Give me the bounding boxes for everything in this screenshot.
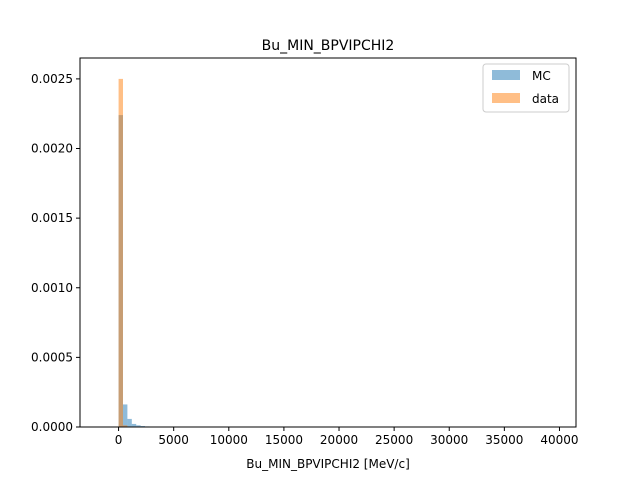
x-axis-label: Bu_MIN_BPVIPCHI2 [MeV/c]: [246, 457, 410, 471]
x-tick-label: 40000: [540, 433, 578, 447]
y-tick-label: 0.0010: [31, 281, 73, 295]
chart-title: Bu_MIN_BPVIPCHI2: [262, 38, 395, 54]
bar-mc-3: [131, 423, 137, 427]
legend-label-data: data: [532, 92, 559, 106]
x-tick-label: 15000: [265, 433, 303, 447]
x-tick-label: 35000: [485, 433, 523, 447]
bar-mc-4: [136, 425, 141, 427]
x-axis-ticks: 0 5000 10000 15000 20000 25000 30000 35000 40000: [115, 427, 579, 447]
x-tick-label: 20000: [320, 433, 358, 447]
bar-mc-2: [127, 418, 132, 427]
legend-swatch-data: [492, 93, 520, 103]
x-tick-label: 25000: [375, 433, 413, 447]
legend-label-mc: MC: [532, 69, 551, 83]
y-tick-label: 0.0015: [31, 211, 73, 225]
bar-data-1: [122, 425, 128, 427]
y-axis-ticks: 0.0000 0.0005 0.0010 0.0015 0.0020 0.0025: [31, 72, 80, 434]
x-tick-label: 0: [115, 433, 123, 447]
legend-swatch-mc: [492, 70, 520, 80]
x-tick-label: 30000: [430, 433, 468, 447]
plot-frame: [79, 57, 577, 428]
x-tick-label: 5000: [158, 433, 189, 447]
y-tick-label: 0.0020: [31, 142, 73, 156]
x-tick-label: 10000: [210, 433, 248, 447]
legend: MC data: [482, 63, 570, 113]
bar-data-0: [118, 78, 123, 427]
bar-mc-1: [122, 404, 128, 427]
y-tick-label: 0.0000: [31, 420, 73, 434]
y-tick-label: 0.0005: [31, 350, 73, 364]
y-tick-label: 0.0025: [31, 72, 73, 86]
